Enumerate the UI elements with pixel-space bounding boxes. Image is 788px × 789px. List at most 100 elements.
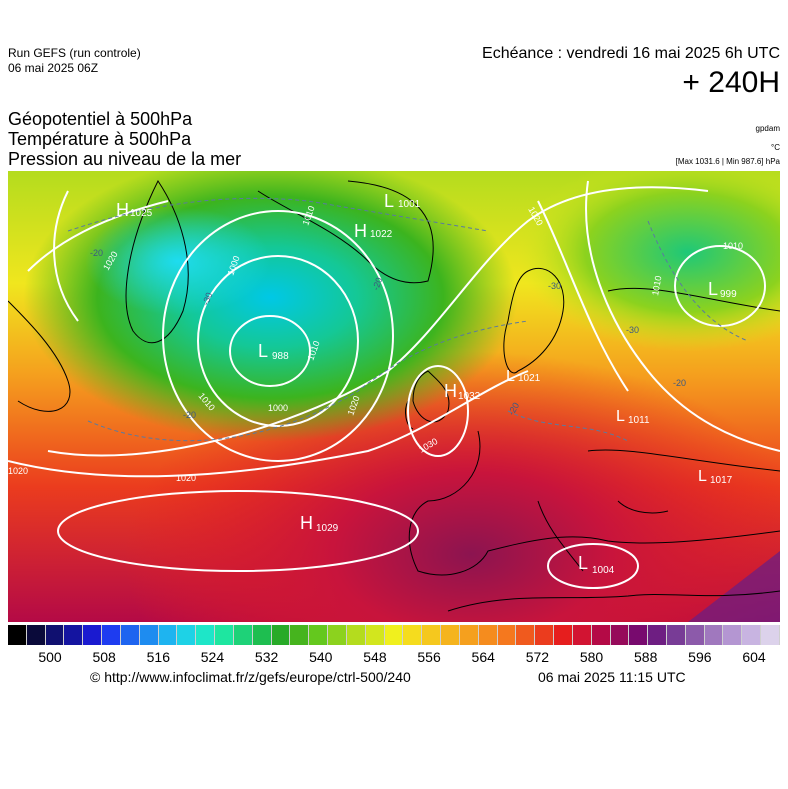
color-swatch <box>723 625 743 645</box>
color-scale-tick: 548 <box>363 649 387 665</box>
color-scale-ticks: 500 508 516 524 532 540 548 556 564 572 580 588 596 6… <box>8 649 780 667</box>
isotherm-label: -20 <box>370 276 384 292</box>
color-swatch <box>478 625 498 645</box>
isotherm-label: -30 <box>548 281 561 291</box>
pressure-center-l1001: L 1001 <box>384 191 421 211</box>
color-swatch <box>309 625 329 645</box>
color-scale-tick: 500 <box>38 649 62 665</box>
forecast-valid-time: Echéance : vendredi 16 mai 2025 6h UTC <box>482 45 780 62</box>
isobars <box>8 180 780 589</box>
cold-northeast <box>8 171 780 622</box>
color-swatch <box>648 625 667 645</box>
unit-temperature: °C <box>771 143 780 152</box>
color-swatch <box>591 625 611 645</box>
color-swatch <box>8 625 27 645</box>
color-swatch <box>346 625 366 645</box>
svg-text:999: 999 <box>720 289 737 300</box>
color-swatch <box>196 625 216 645</box>
svg-text:L: L <box>506 368 515 385</box>
pressure-center-h1032: H 1032 <box>444 381 481 402</box>
pressure-center-l1017: L 1017 <box>698 468 733 486</box>
pressure-center-l1011: L 1011 <box>616 408 650 426</box>
svg-text:L: L <box>384 191 394 211</box>
isotherm-label: -30 <box>626 325 639 335</box>
color-scale-tick: 516 <box>146 649 170 665</box>
svg-text:1021: 1021 <box>518 373 541 384</box>
svg-text:988: 988 <box>272 351 289 362</box>
color-swatch <box>328 625 347 645</box>
pressure-centers: H 1025 L 1001 H 1022 L 988 H 1032 L 1021 L 1011… <box>116 191 737 576</box>
color-swatch <box>233 625 253 645</box>
color-swatch <box>64 625 84 645</box>
param-geopotential: Géopotentiel à 500hPa <box>8 109 193 129</box>
svg-text:1017: 1017 <box>710 475 733 486</box>
color-swatch <box>215 625 234 645</box>
pressure-center-h1029: H 1029 <box>300 513 339 534</box>
param-temperature: Température à 500hPa <box>8 129 192 149</box>
color-swatch <box>497 625 517 645</box>
color-swatch <box>516 625 536 645</box>
color-swatch <box>403 625 423 645</box>
isotherm-label: -20 <box>183 410 196 420</box>
color-swatch <box>139 625 159 645</box>
pressure-center-h1022: H 1022 <box>354 221 393 241</box>
coastlines <box>8 180 780 612</box>
color-swatch <box>572 625 592 645</box>
isobar-label: 1020 <box>8 466 28 476</box>
svg-text:1004: 1004 <box>592 565 615 576</box>
color-swatch <box>384 625 404 645</box>
color-scale-tick: 564 <box>471 649 495 665</box>
svg-text:L: L <box>708 279 718 299</box>
color-swatch <box>26 625 46 645</box>
pressure-range: [Max 1031.6 | Min 987.6] hPa <box>675 157 780 166</box>
param-pressure: Pression au niveau de la mer <box>8 149 242 169</box>
color-scale-tick: 508 <box>92 649 116 665</box>
run-date: 06 mai 2025 06Z <box>8 61 99 75</box>
color-scale-tick: 572 <box>525 649 550 665</box>
color-swatch <box>554 625 573 645</box>
color-swatch <box>742 625 762 645</box>
color-swatch <box>685 625 705 645</box>
color-swatch <box>610 625 630 645</box>
generated-time: 06 mai 2025 11:15 UTC <box>538 669 686 685</box>
isotherm-label: -20 <box>673 378 686 388</box>
svg-text:1025: 1025 <box>130 208 153 219</box>
isotherm-label: -30 <box>200 291 214 307</box>
color-scale-tick: 540 <box>309 649 333 665</box>
color-swatch <box>761 625 780 645</box>
svg-text:L: L <box>616 408 625 425</box>
isotherms <box>67 197 749 442</box>
color-swatch <box>158 625 178 645</box>
pressure-center-l999: L 999 <box>708 279 737 300</box>
color-swatch <box>459 625 479 645</box>
isobar-label: 1010 <box>723 241 743 251</box>
svg-text:1022: 1022 <box>370 229 393 240</box>
svg-text:H: H <box>444 381 457 401</box>
run-title: Run GEFS (run controle) <box>8 46 141 60</box>
svg-text:H: H <box>116 200 129 220</box>
pressure-center-l988: L 988 <box>258 341 289 362</box>
color-swatch <box>535 625 555 645</box>
color-swatch <box>252 625 272 645</box>
pressure-center-l1021: L 1021 <box>506 368 541 385</box>
svg-text:1011: 1011 <box>628 415 650 426</box>
color-scale-tick: 524 <box>200 649 225 665</box>
isotherm-label: -20 <box>90 248 103 258</box>
isobar-label: 1010 <box>650 275 663 296</box>
color-scale-tick: 556 <box>417 649 441 665</box>
svg-text:1032: 1032 <box>458 391 481 402</box>
warm-southeast <box>688 551 780 622</box>
pressure-center-l1004: L 1004 <box>578 553 615 576</box>
svg-text:L: L <box>258 341 268 361</box>
isobar-label: 1000 <box>268 403 288 413</box>
svg-text:1029: 1029 <box>316 523 339 534</box>
isobar-label: 1020 <box>176 473 196 483</box>
color-swatch <box>441 625 460 645</box>
color-scale-tick: 580 <box>579 649 604 665</box>
color-swatch <box>271 625 291 645</box>
color-scale-tick: 532 <box>254 649 279 665</box>
color-scale-tick: 596 <box>688 649 712 665</box>
color-swatch <box>45 625 65 645</box>
color-swatch <box>102 625 121 645</box>
color-swatch <box>290 625 310 645</box>
